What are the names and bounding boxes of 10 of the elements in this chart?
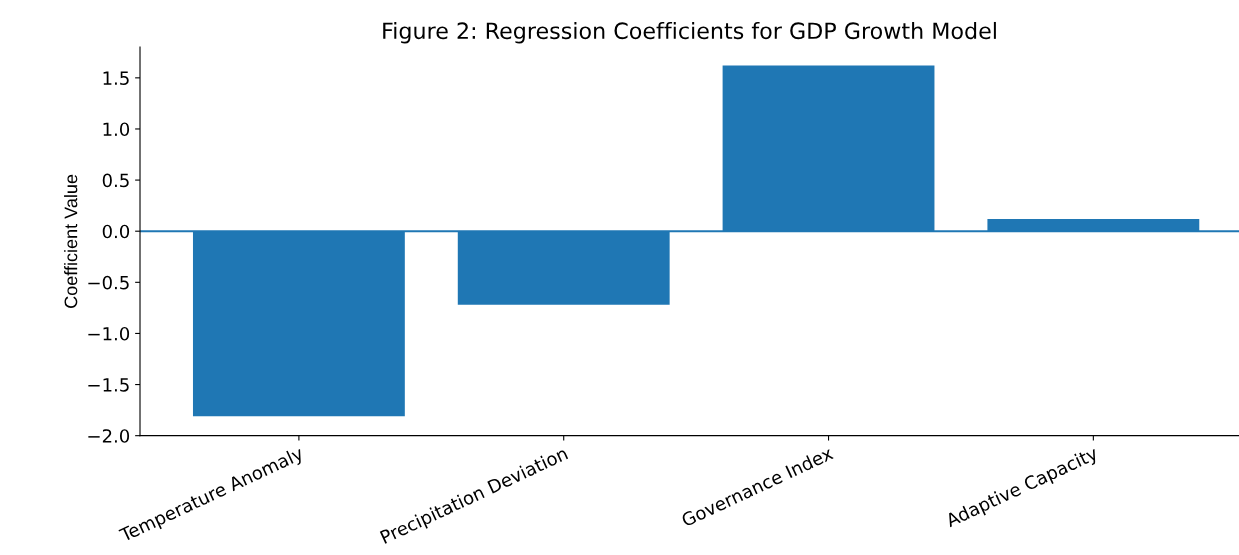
y-axis-title: Coefficient Value [64, 174, 78, 308]
y-tick-label: −0.5 [88, 275, 129, 290]
chart-title: Figure 2: Regression Coefficients for GDP Growth Model [383, 21, 996, 44]
y-tick-label: 0.5 [102, 173, 129, 188]
y-tick-label: −2.0 [88, 429, 130, 443]
y-tick-label: 0.0 [102, 224, 130, 239]
y-tick-label: −1.5 [88, 378, 129, 392]
y-tick-label: 1.0 [103, 122, 130, 137]
y-tick-label: −1.0 [88, 326, 130, 341]
y-tick-label: 1.5 [103, 71, 129, 85]
